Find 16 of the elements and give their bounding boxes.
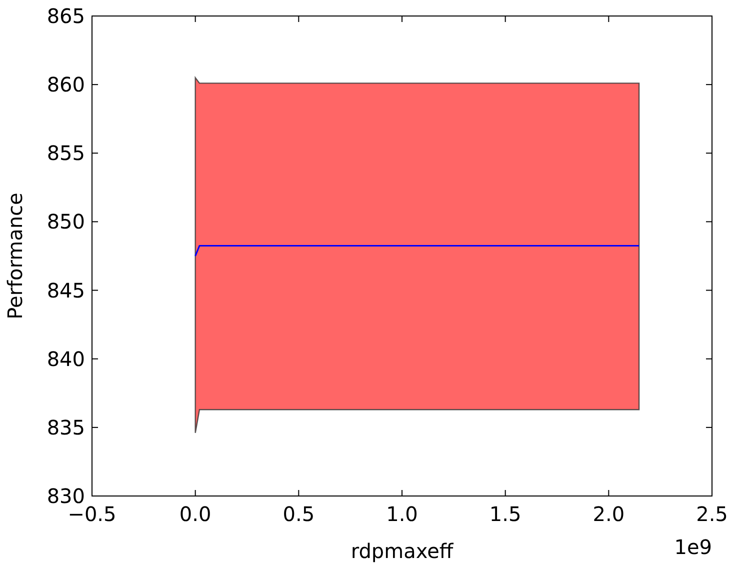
x-tick-label: 1.0 bbox=[386, 502, 418, 526]
y-tick-label: 855 bbox=[46, 141, 85, 166]
y-tick-label: 865 bbox=[46, 4, 85, 28]
y-tick-label: 840 bbox=[46, 346, 85, 371]
text: 1e9 bbox=[674, 535, 712, 559]
y-tick-label: 835 bbox=[46, 415, 85, 440]
y-tick-label: 860 bbox=[46, 72, 85, 97]
x-tick-label: 0.5 bbox=[282, 502, 315, 526]
x-tick-label: 2.5 bbox=[696, 502, 728, 526]
x-axis-title: rdpmaxeff bbox=[350, 539, 454, 563]
y-tick-label: 845 bbox=[46, 278, 85, 302]
x-tick-label: 1.5 bbox=[489, 502, 522, 526]
y-tick-label: 850 bbox=[46, 210, 85, 234]
x-tick-label: 0.0 bbox=[179, 502, 212, 526]
x-tick-label: 2.0 bbox=[592, 502, 625, 526]
y-axis-title: Performance bbox=[3, 192, 27, 320]
